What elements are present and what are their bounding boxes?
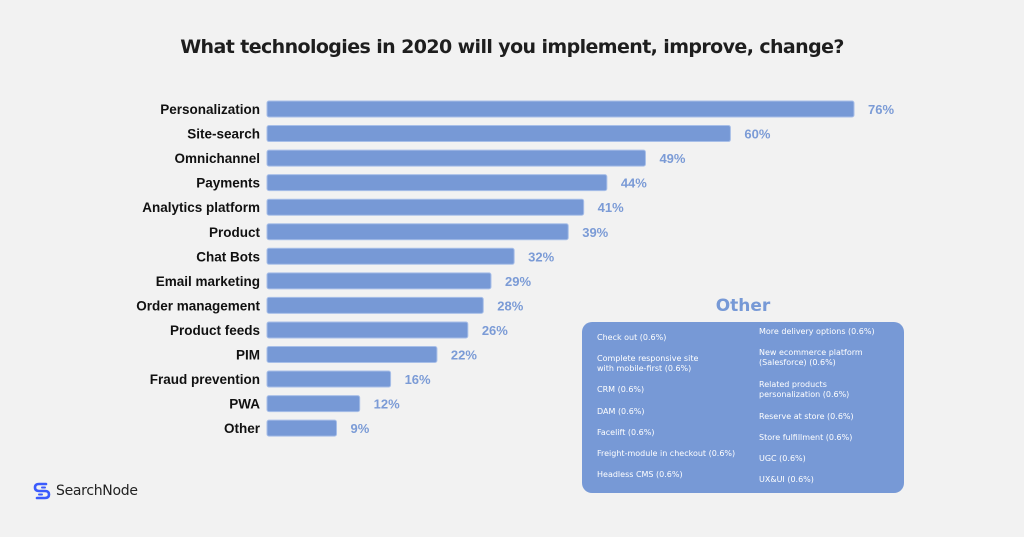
value-label: 28%: [497, 298, 523, 313]
value-label: 49%: [659, 151, 685, 166]
other-item: Facelift (0.6%): [597, 428, 655, 437]
category-label: PWA: [229, 397, 260, 412]
other-item: New ecommerce platform (Salesforce) (0.6…: [759, 348, 863, 367]
value-label: 60%: [744, 127, 770, 142]
category-label: Other: [224, 421, 261, 436]
value-label: 12%: [374, 397, 400, 412]
category-label: Product: [209, 225, 261, 240]
other-item: Reserve at store (0.6%): [759, 412, 854, 421]
brand-name: SearchNode: [56, 483, 138, 499]
bar: [266, 296, 484, 314]
brand-logo: SearchNode: [33, 481, 138, 501]
other-item: Headless CMS (0.6%): [597, 470, 683, 479]
category-label: Product feeds: [170, 323, 260, 338]
other-item: More delivery options (0.6%): [759, 327, 875, 336]
other-item: Store fulfillment (0.6%): [759, 433, 853, 442]
value-label: 32%: [528, 249, 554, 264]
other-item: CRM (0.6%): [597, 385, 645, 394]
category-label: Site-search: [187, 127, 260, 142]
bar: [266, 247, 515, 265]
value-label: 9%: [351, 421, 370, 436]
value-label: 41%: [598, 200, 624, 215]
bar: [266, 370, 392, 388]
bar: [266, 198, 585, 216]
bar: [266, 346, 438, 363]
other-item: Freight-module in checkout (0.6%): [597, 449, 736, 458]
other-item: UX&UI (0.6%): [759, 475, 814, 484]
category-label: Email marketing: [156, 274, 260, 289]
category-label: Payments: [196, 176, 260, 191]
value-label: 26%: [482, 323, 508, 338]
other-item: Related products personalization (0.6%): [759, 380, 850, 399]
bar: [266, 149, 646, 167]
bar: [266, 395, 361, 413]
value-label: 16%: [405, 372, 431, 387]
category-label: Order management: [136, 298, 260, 313]
bar: [266, 321, 469, 339]
value-label: 76%: [868, 102, 894, 117]
searchnode-logo-icon: [33, 482, 51, 500]
other-panel-title: Other: [715, 296, 771, 316]
category-label: PIM: [236, 348, 260, 363]
value-label: 39%: [582, 225, 608, 240]
other-item: DAM (0.6%): [597, 407, 645, 416]
bar: [266, 419, 338, 437]
category-label: Analytics platform: [142, 200, 260, 215]
value-label: 22%: [451, 348, 477, 363]
category-label: Omnichannel: [174, 151, 260, 166]
value-label: 29%: [505, 274, 531, 289]
chart-title: What technologies in 2020 will you imple…: [180, 36, 844, 58]
category-label: Chat Bots: [196, 249, 260, 264]
bar: [266, 223, 569, 241]
other-item: Check out (0.6%): [597, 333, 667, 342]
other-item: Complete responsive site with mobile-fir…: [597, 354, 699, 373]
category-label: Personalization: [160, 102, 260, 117]
value-label: 44%: [621, 176, 647, 191]
other-item: UGC (0.6%): [759, 454, 806, 463]
bar: [266, 125, 731, 143]
bar: [266, 100, 855, 118]
bar: [266, 272, 492, 290]
bar: [266, 174, 608, 192]
other-panel: Check out (0.6%) Complete responsive site…: [582, 322, 904, 493]
category-label: Fraud prevention: [150, 372, 260, 387]
